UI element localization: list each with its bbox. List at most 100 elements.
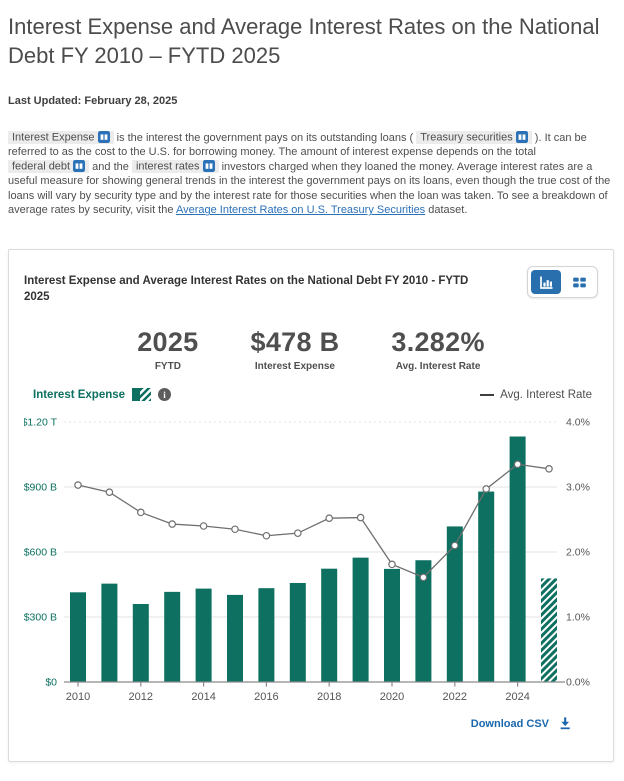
interest-expense-bar-2025[interactable]	[541, 578, 557, 683]
chart-card: Interest Expense and Average Interest Ra…	[8, 249, 614, 763]
intro-text: ). It can be referred to as the cost to …	[8, 131, 587, 159]
book-icon	[97, 130, 110, 143]
interest-expense-bar-2020[interactable]	[384, 568, 400, 683]
interest-expense-bar-2021[interactable]	[415, 560, 432, 683]
download-csv[interactable]: Download CSV	[24, 716, 598, 731]
avg-interest-rate-point-2012[interactable]	[137, 508, 145, 517]
avg-interest-rates-dataset-link[interactable]: Average Interest Rates on U.S. Treasury …	[175, 204, 426, 217]
stat-label: Interest Expense	[254, 361, 335, 373]
stat-label: FYTD	[154, 361, 181, 373]
line-swatch	[480, 393, 495, 396]
avg-interest-rate-point-2014[interactable]	[199, 522, 208, 530]
interest-expense-bar-2019[interactable]	[352, 557, 369, 683]
y-axis-left-label: $1.20 T	[24, 417, 58, 429]
chart-legend: Interest Expense i Avg. Interest Rate	[24, 388, 598, 402]
x-axis-label: 2024	[505, 691, 529, 703]
term-label: Treasury securities	[420, 131, 513, 144]
avg-interest-rate-line	[77, 463, 550, 579]
download-csv-label: Download CSV	[470, 717, 549, 730]
y-axis-right-label: 0.0%	[566, 677, 590, 689]
interest-expense-bar-2016[interactable]	[258, 588, 275, 683]
glossary-term-treasury-securities[interactable]: Treasury securities	[416, 130, 532, 144]
x-axis-label: 2016	[254, 691, 278, 703]
interest-expense-bar-2018[interactable]	[321, 568, 338, 683]
y-axis-left-label: $300 B	[24, 612, 57, 624]
legend-line-label: Avg. Interest Rate	[500, 388, 592, 401]
avg-interest-rate-point-2025[interactable]	[545, 465, 553, 473]
x-axis-label: 2010	[66, 691, 90, 703]
bar-swatch	[132, 388, 152, 402]
interest-expense-bar-2012[interactable]	[132, 604, 149, 683]
stat-value: 2025	[137, 327, 199, 358]
interest-expense-bar-2010[interactable]	[70, 592, 86, 683]
page-title: Interest Expense and Average Interest Ra…	[8, 14, 600, 69]
download-icon	[560, 717, 570, 730]
interest-expense-bar-2017[interactable]	[289, 583, 306, 683]
avg-interest-rate-point-2016[interactable]	[262, 532, 271, 540]
y-axis-right-label: 3.0%	[566, 482, 590, 494]
avg-interest-rate-point-2013[interactable]	[168, 520, 177, 528]
legend-bars-label: Interest Expense	[33, 388, 126, 401]
interest-expense-bar-2011[interactable]	[101, 583, 118, 683]
x-axis-label: 2012	[129, 691, 153, 703]
interest-expense-bar-2014[interactable]	[195, 588, 212, 683]
chart-table-view-toggle	[527, 266, 598, 299]
info-icon[interactable]: i	[158, 388, 172, 402]
interest-expense-bar-2015[interactable]	[227, 594, 243, 683]
stat-label: Avg. Interest Rate	[395, 361, 481, 373]
summary-stats: 2025 FYTD $478 B Interest Expense 3.282%…	[24, 327, 598, 372]
y-axis-left-label: $0	[45, 677, 57, 689]
interest-expense-bar-2013[interactable]	[164, 591, 181, 683]
y-axis-right-label: 2.0%	[566, 547, 590, 559]
avg-interest-rate-point-2020[interactable]	[388, 560, 396, 569]
avg-interest-rate-point-2018[interactable]	[325, 514, 334, 523]
stat-interest-expense: $478 B Interest Expense	[251, 327, 340, 372]
glossary-term-federal-debt[interactable]: federal debt	[8, 159, 90, 174]
book-icon	[202, 159, 215, 172]
interest-expense-bar-2022[interactable]	[446, 526, 463, 683]
chart-card-header: Interest Expense and Average Interest Ra…	[24, 266, 598, 305]
y-axis-left-label: $900 B	[24, 482, 57, 494]
table-view-button[interactable]	[564, 270, 594, 294]
avg-interest-rate-point-2022[interactable]	[450, 541, 459, 550]
legend-interest-expense: Interest Expense i	[33, 388, 172, 402]
x-axis-label: 2018	[317, 691, 341, 703]
term-label: federal debt	[12, 160, 71, 173]
glossary-term-interest-expense[interactable]: Interest Expense	[8, 130, 114, 144]
y-axis-right-label: 1.0%	[566, 612, 590, 624]
page: Interest Expense and Average Interest Ra…	[8, 14, 614, 763]
avg-interest-rate-point-2010[interactable]	[74, 481, 82, 489]
interest-expense-bar-2024[interactable]	[509, 436, 526, 683]
book-icon	[73, 159, 86, 172]
x-axis-label: 2020	[380, 691, 404, 703]
stat-value: $478 B	[250, 327, 340, 358]
chart-card-title: Interest Expense and Average Interest Ra…	[24, 275, 469, 303]
y-axis-left-label: $600 B	[24, 547, 57, 559]
avg-interest-rate-point-2011[interactable]	[105, 488, 114, 497]
x-axis-label: 2022	[443, 691, 467, 703]
table-icon	[572, 277, 586, 287]
term-label: Interest Expense	[12, 131, 95, 144]
avg-interest-rate-point-2015[interactable]	[231, 525, 239, 534]
bar-chart-icon	[539, 276, 552, 289]
term-label: interest rates	[135, 160, 200, 173]
interest-rate-chart-svg: $1.20 T 4.0% $900 B 3.0% $600 B 2.0% $300 B 1.0…	[24, 417, 590, 704]
intro-text: dataset.	[425, 204, 468, 217]
y-axis-right-label: 4.0%	[566, 417, 590, 429]
last-updated: Last Updated: February 28, 2025	[8, 94, 178, 107]
stat-value: 3.282%	[391, 327, 485, 358]
stat-fiscal-year: 2025 FYTD	[137, 327, 198, 372]
chart-view-button[interactable]	[531, 270, 561, 295]
intro-paragraph: Interest Expense is the interest the gov…	[8, 130, 614, 219]
interest-expense-bar-2023[interactable]	[478, 491, 495, 683]
intro-text: is the interest the government pays on i…	[113, 131, 417, 144]
avg-interest-rate-point-2024[interactable]	[513, 460, 522, 469]
avg-interest-rate-point-2019[interactable]	[356, 513, 365, 522]
avg-interest-rate-point-2023[interactable]	[482, 485, 491, 493]
x-axis-label: 2014	[191, 691, 215, 703]
avg-interest-rate-point-2021[interactable]	[419, 573, 428, 582]
book-icon	[515, 130, 528, 143]
stat-avg-interest-rate: 3.282% Avg. Interest Rate	[391, 327, 484, 372]
avg-interest-rate-point-2017[interactable]	[293, 529, 302, 538]
glossary-term-interest-rates[interactable]: interest rates	[131, 159, 219, 174]
